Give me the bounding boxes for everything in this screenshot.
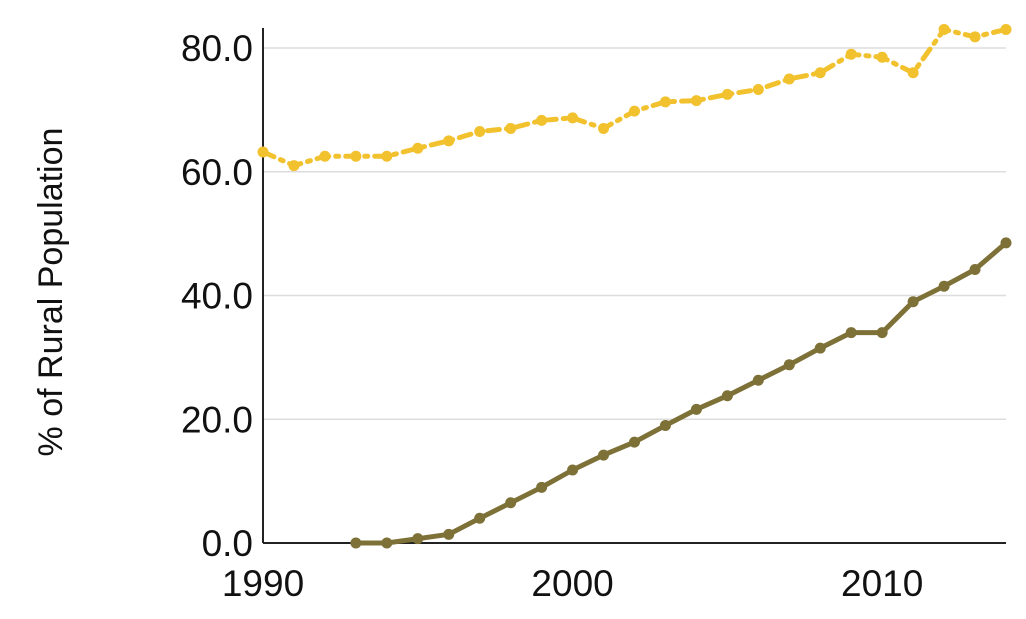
series-1-point-11 [690, 403, 702, 415]
series-0-point-8 [505, 122, 517, 134]
series-0-point-20 [876, 51, 888, 63]
series-0-point-1 [288, 160, 300, 172]
series-1-point-12 [721, 390, 733, 402]
series-1-point-9 [629, 436, 640, 448]
series-1-point-3 [443, 528, 455, 540]
series-1-point-5 [505, 497, 517, 509]
series-1-point-7 [567, 464, 579, 476]
y-tick-label-0: 0.0 [202, 523, 253, 564]
series-0-point-7 [474, 126, 486, 138]
y-axis-title: % of Rural Population [32, 128, 70, 457]
series-0-point-13 [659, 96, 671, 108]
series-0-point-5 [412, 142, 424, 154]
y-tick-label-3: 60.0 [181, 152, 253, 193]
series-1-point-15 [814, 342, 826, 354]
x-tick-label-1: 2000 [531, 563, 613, 604]
x-tick-label-0: 1990 [222, 563, 304, 604]
y-tick-label-2: 40.0 [181, 276, 253, 317]
series-0-point-12 [629, 105, 640, 117]
tick-labels: 0.0 20.0 40.0 60.0 80.0 1990 2000 2010 [181, 28, 923, 604]
series-line-1 [353, 240, 1009, 546]
series-0-point-24 [1000, 23, 1012, 35]
series-0-point-16 [752, 83, 764, 95]
series-1-point-6 [536, 481, 548, 493]
series-0-point-22 [938, 23, 950, 35]
series-0-point-6 [443, 135, 455, 147]
series-0-point-3 [350, 150, 362, 162]
series-0-point-19 [845, 48, 857, 60]
series-1-point-21 [1000, 237, 1012, 249]
y-tick-label-1: 20.0 [181, 399, 253, 440]
series-1-point-0 [350, 537, 362, 549]
series-0-point-0 [257, 146, 269, 158]
series-0-point-17 [783, 73, 795, 85]
series-1-point-18 [907, 296, 919, 308]
series-0-point-11 [598, 122, 610, 134]
y-tick-label-4: 80.0 [181, 28, 253, 69]
series-0-point-23 [969, 31, 981, 43]
axes [262, 28, 1006, 544]
series-1-point-13 [752, 374, 764, 386]
series-1-point-1 [381, 537, 393, 549]
series-0-point-4 [381, 150, 393, 162]
series-1-point-14 [783, 359, 795, 371]
series-1-point-10 [659, 419, 671, 431]
series-0-point-9 [536, 114, 548, 126]
series-0-point-14 [690, 95, 702, 107]
series-1-point-2 [412, 533, 424, 545]
series-1-point-4 [474, 512, 486, 524]
series-0-point-10 [567, 112, 579, 124]
series-0-point-15 [721, 88, 733, 100]
gridlines [263, 47, 1006, 420]
series-0-point-2 [319, 150, 331, 162]
x-tick-label-2: 2010 [841, 563, 923, 604]
series-1-point-17 [876, 327, 888, 339]
series-1-point-19 [938, 280, 950, 292]
series-1-point-20 [969, 264, 981, 276]
series-layer [257, 23, 1012, 549]
series-1-point-8 [598, 449, 610, 461]
series-line-0 [260, 26, 1009, 169]
series-1-point-16 [845, 327, 857, 339]
series-0-point-18 [814, 67, 826, 79]
series-0-point-21 [907, 67, 919, 79]
